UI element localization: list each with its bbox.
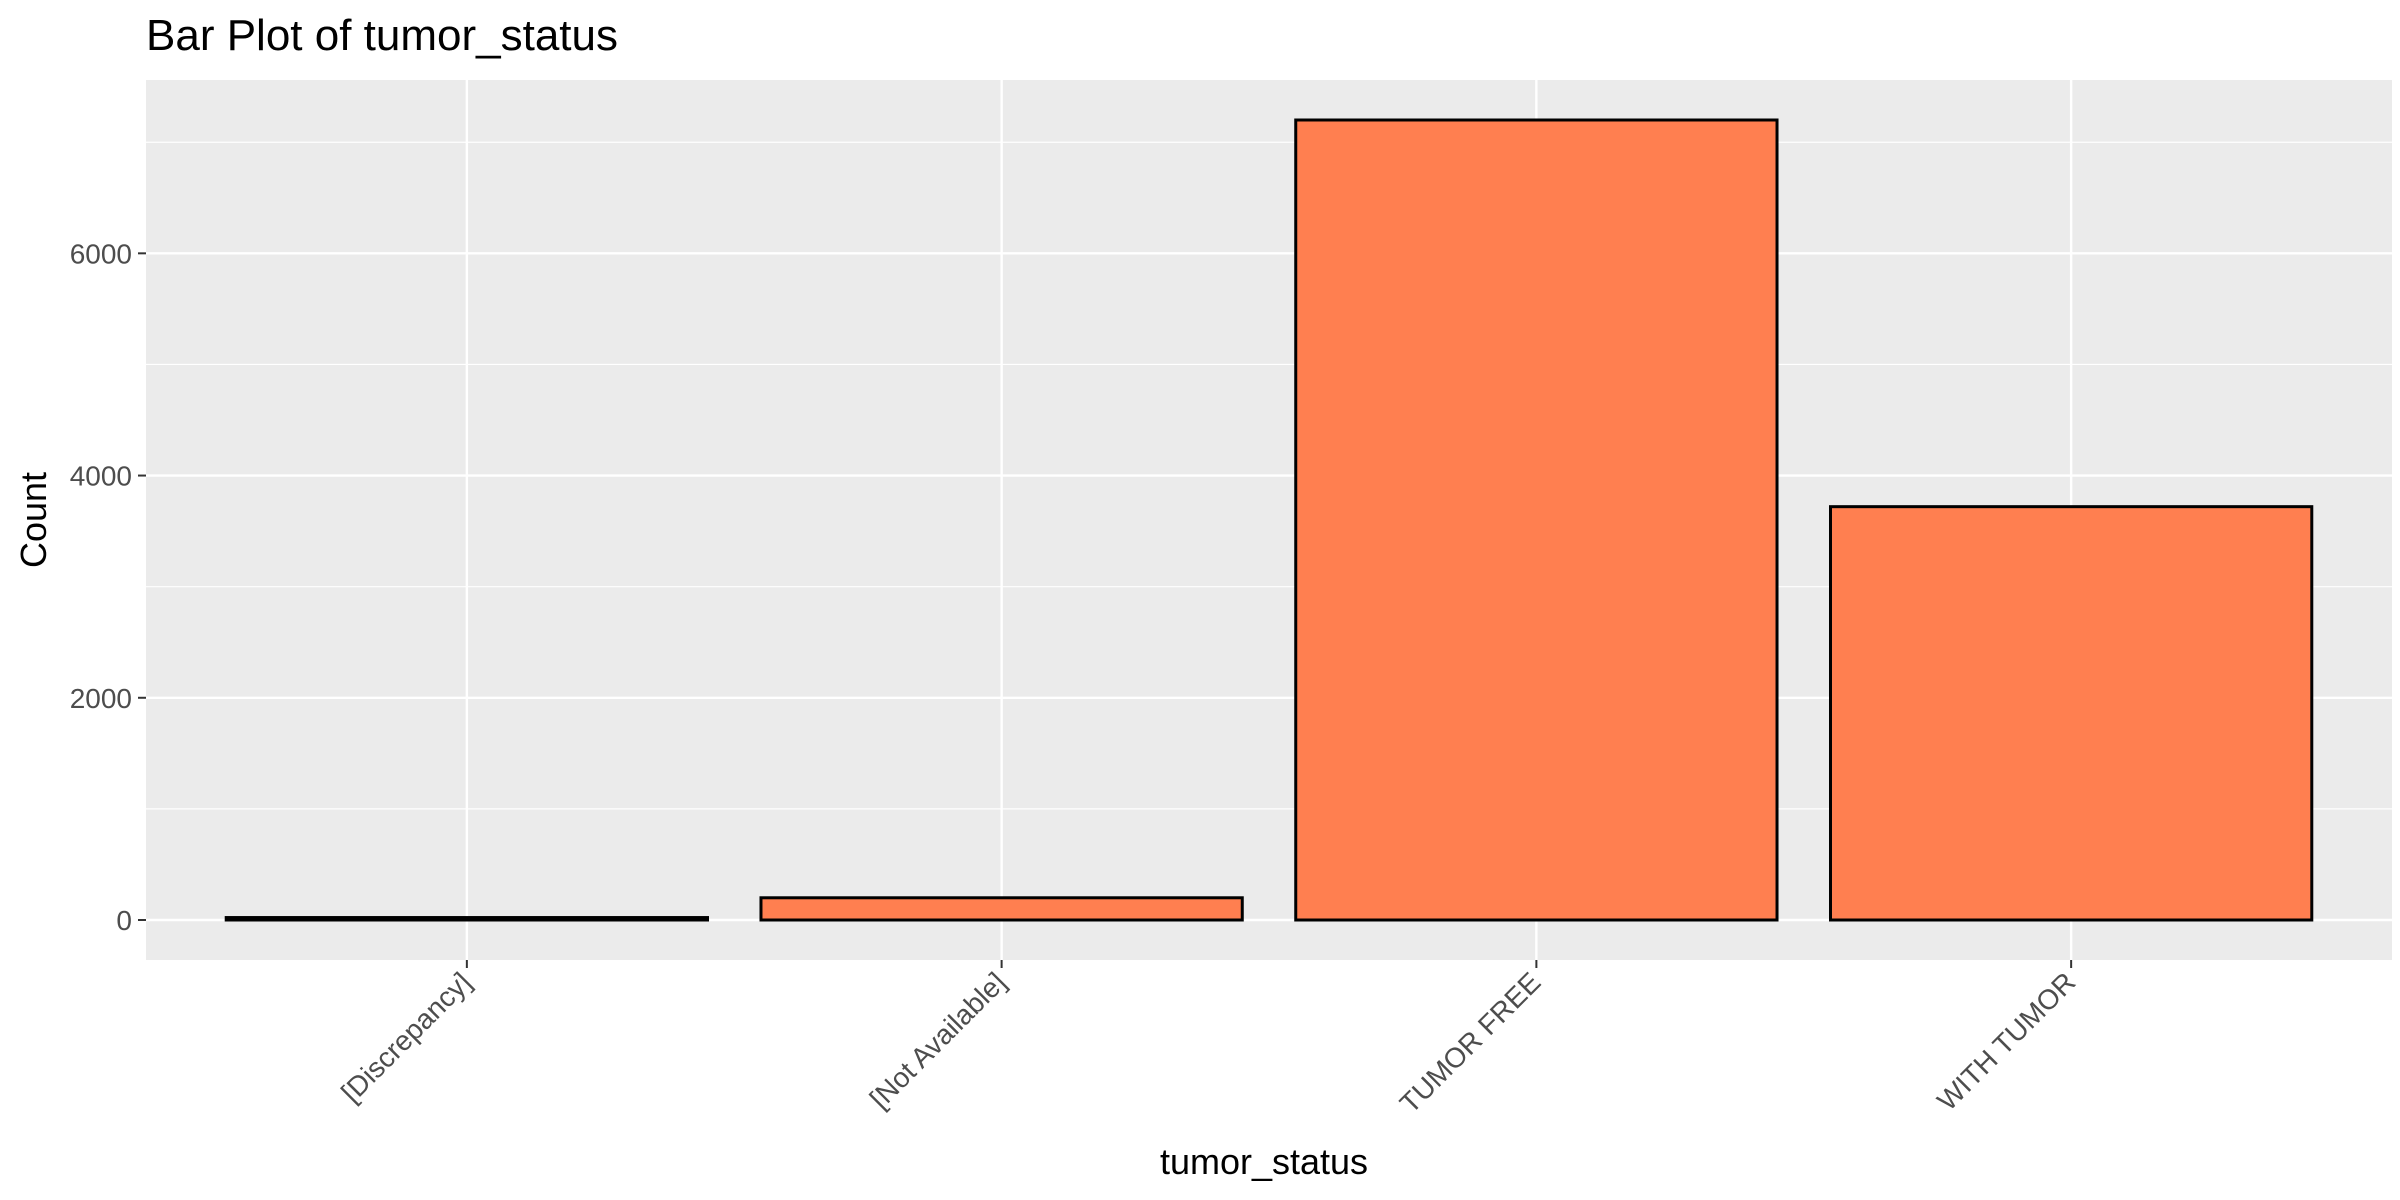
x-tick-label: WITH TUMOR — [1931, 966, 2081, 1116]
chart-title: Bar Plot of tumor_status — [146, 11, 618, 60]
bar-with-tumor — [1829, 505, 2314, 922]
bar-discrepancy — [224, 916, 709, 922]
x-tick-label: [Not Available] — [864, 966, 1012, 1114]
bar-tumor-free — [1294, 118, 1779, 922]
x-axis-title: tumor_status — [1160, 1141, 1368, 1182]
y-tick-label: 0 — [116, 905, 132, 936]
x-axis: [Discrepancy] [Not Available] TUMOR FREE WI… — [335, 960, 2081, 1119]
y-tick-label: 4000 — [70, 461, 132, 492]
bars — [224, 118, 2314, 922]
y-tick-label: 2000 — [70, 683, 132, 714]
x-tick-label: TUMOR FREE — [1394, 966, 1547, 1119]
y-axis-title: Count — [13, 472, 54, 568]
bar-not-available — [759, 896, 1244, 922]
y-tick-label: 6000 — [70, 238, 132, 269]
x-tick-label: [Discrepancy] — [335, 966, 477, 1108]
y-axis: 0 2000 4000 6000 — [70, 238, 146, 936]
